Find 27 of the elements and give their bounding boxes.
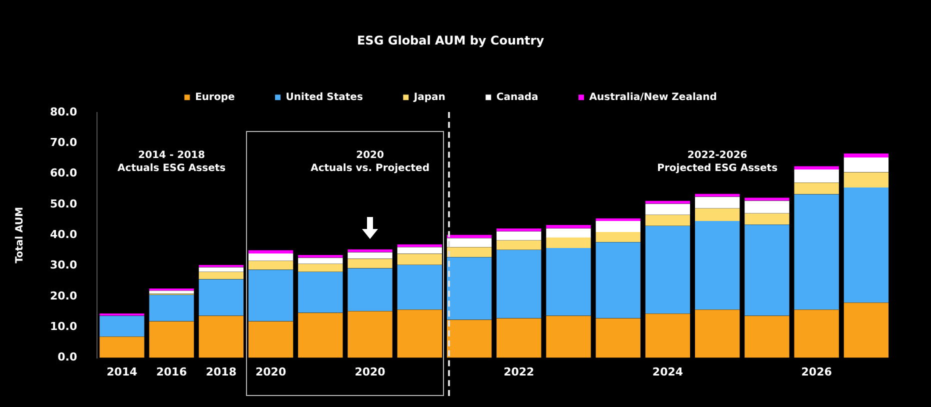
x-tick-label: 2022 [504,365,534,378]
y-tick-label: 10.0 [50,320,78,333]
legend-label: Japan [412,92,446,103]
annotation: 2020 Actuals vs. Projected [310,150,430,174]
y-tick-label: 50.0 [50,197,78,210]
x-tick-label: 2026 [801,365,832,378]
x-tick-label: 2016 [156,365,188,378]
y-tick-label: 40.0 [50,228,78,241]
x-tick-label: 2018 [206,365,236,378]
x-tick-label: 2020 [354,365,386,378]
annotation: 2022-2026 Projected ESG Assets [657,150,778,174]
legend-label: Canada [496,92,538,103]
y-tick-label: 30.0 [50,258,78,272]
y-tick-label: 80.0 [50,105,78,118]
legend-label: United States [286,92,363,103]
annotation: 2014 - 2018 Actuals ESG Assets [118,150,226,174]
y-axis-title: Total AUM [14,206,26,264]
legend-label: Europe [195,92,236,103]
y-tick-label: 20.0 [50,289,78,302]
y-tick-label: 0.0 [58,350,78,364]
x-tick-label: 2020 [255,365,286,378]
y-tick-label: 60.0 [50,166,78,180]
x-tick-label: 2024 [652,365,684,378]
y-tick-label: 70.0 [50,136,78,149]
legend-label: Australia/New Zealand [589,92,717,103]
chart-title: ESG Global AUM by Country [356,33,544,48]
x-tick-label: 2014 [106,365,138,378]
